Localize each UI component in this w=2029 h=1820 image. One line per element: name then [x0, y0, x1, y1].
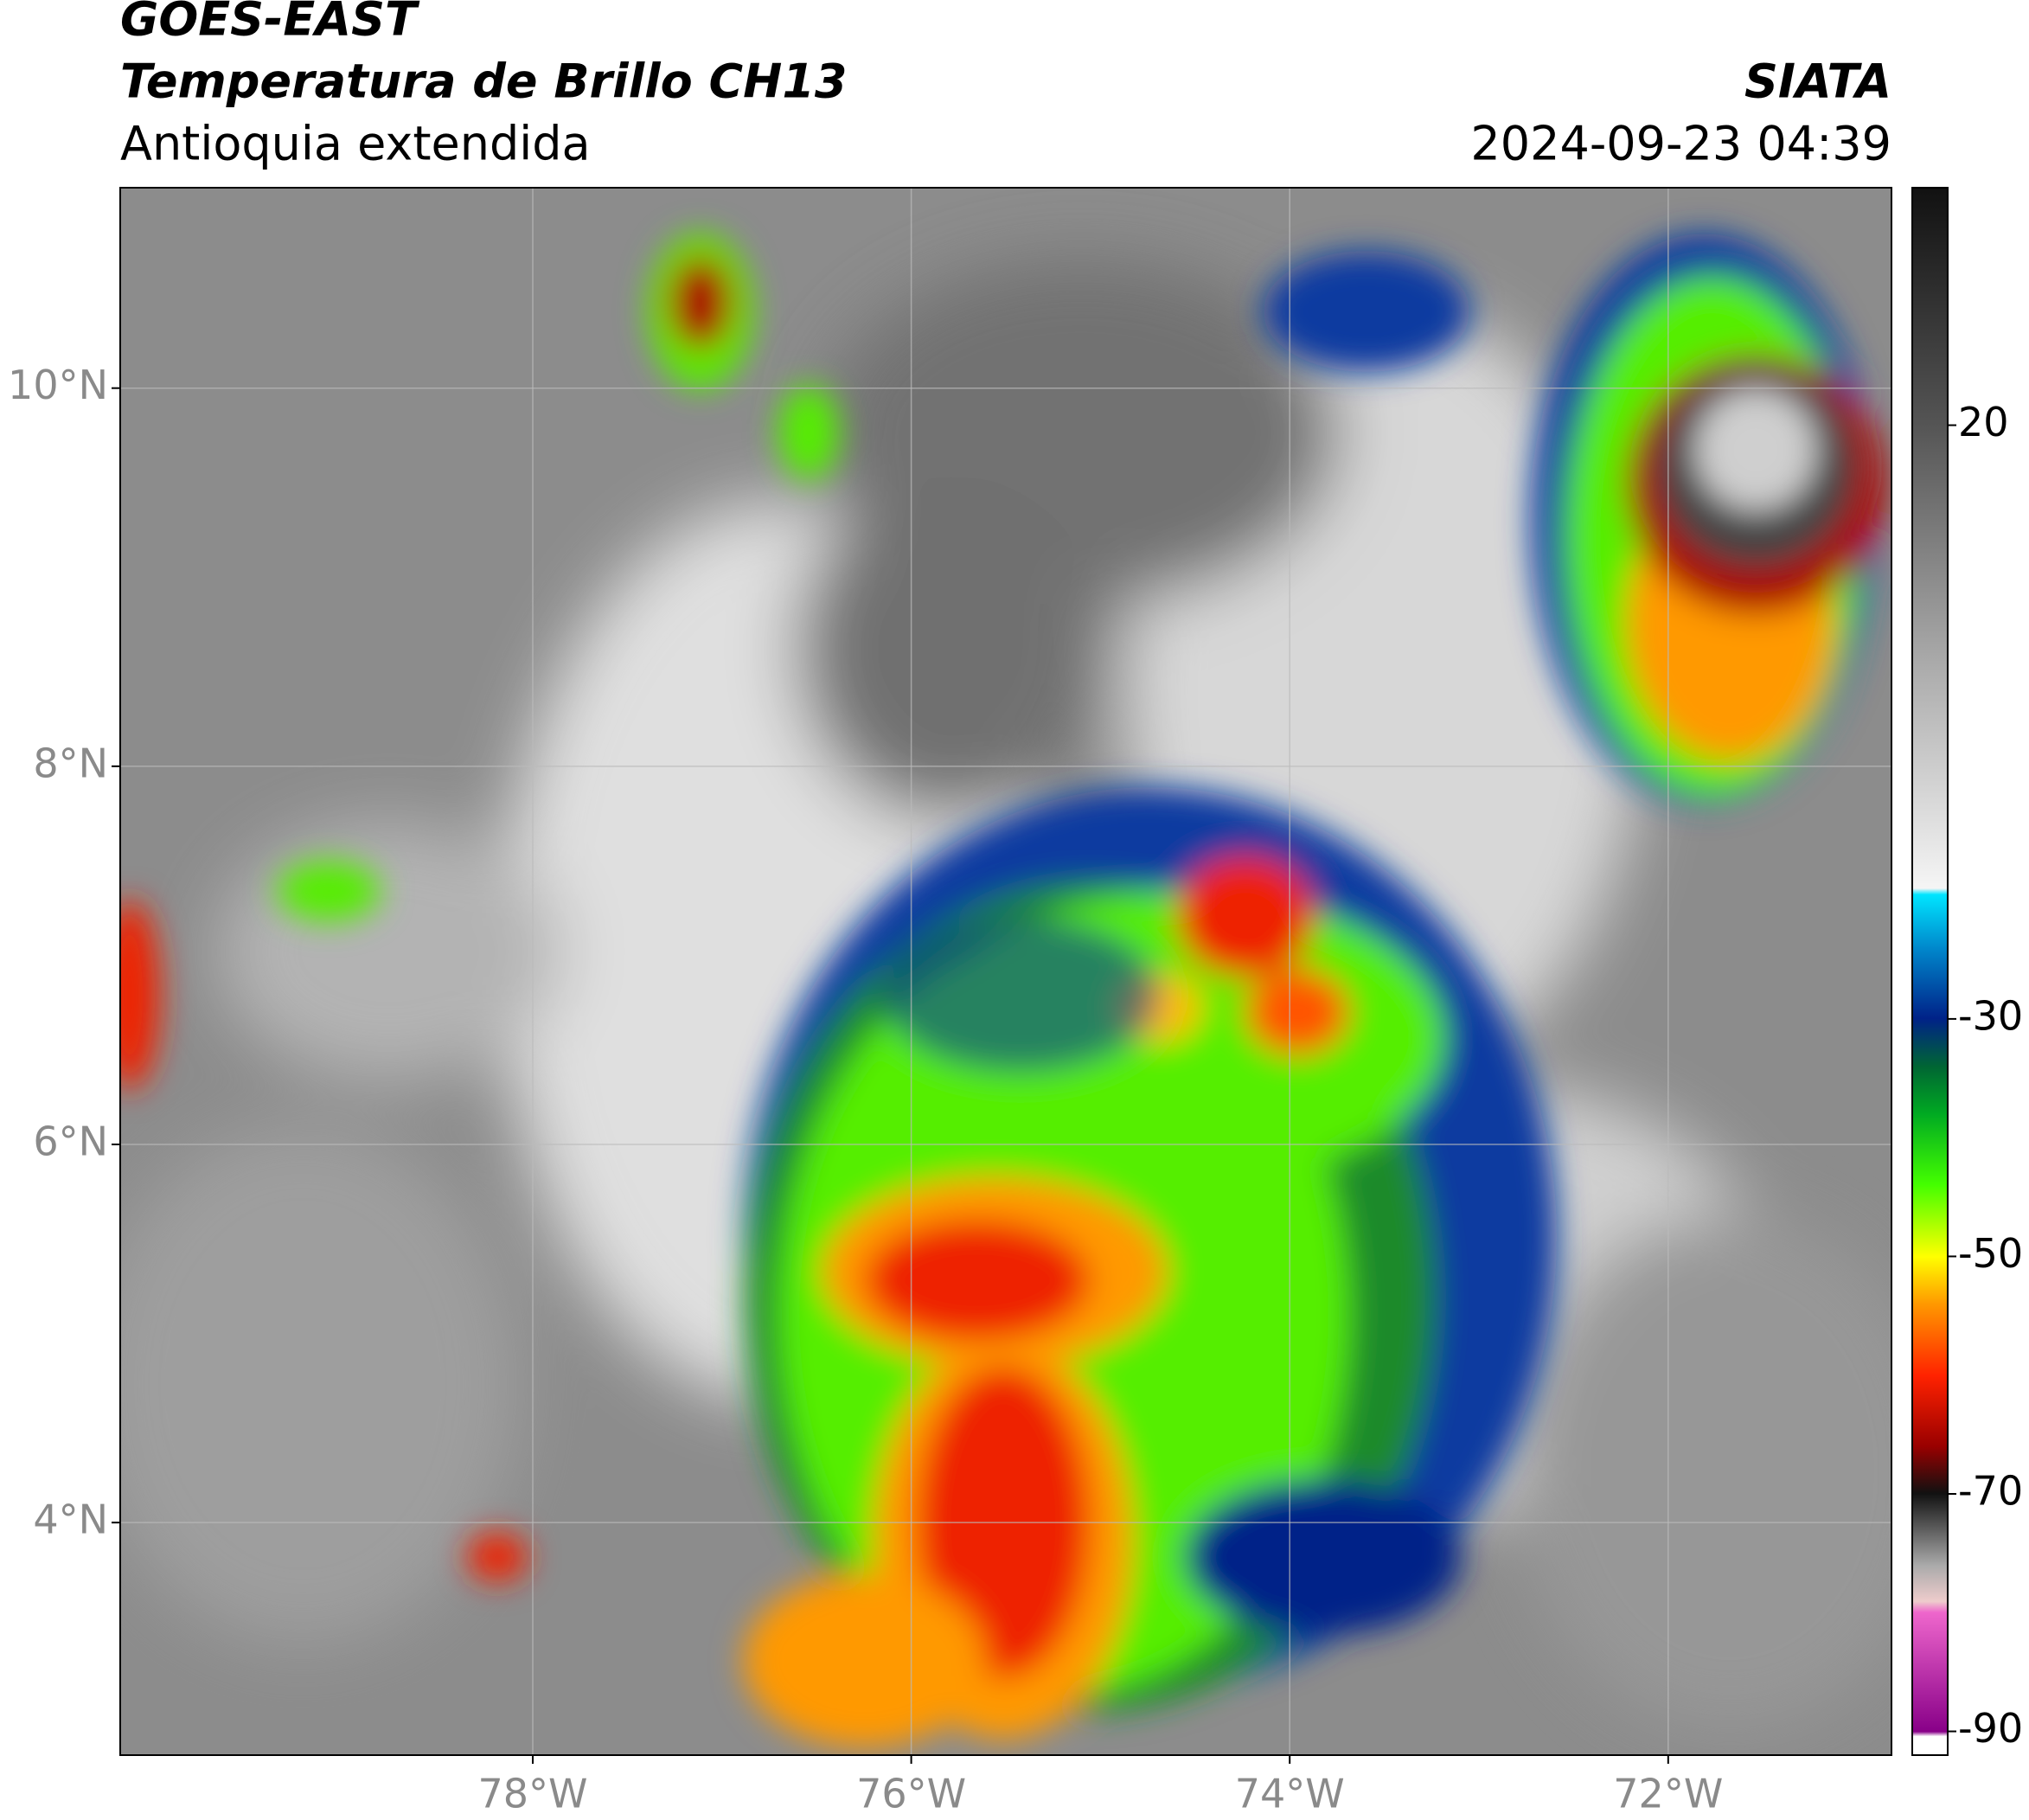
x-tick-label: 76°W — [856, 1771, 966, 1817]
y-tick-label: 6°N — [33, 1118, 108, 1164]
y-tick-label: 10°N — [8, 362, 108, 408]
source: SIATA — [1744, 54, 1891, 109]
graticule — [120, 188, 1891, 1755]
y-tick-label: 8°N — [33, 740, 108, 786]
map-frame — [119, 187, 1892, 1756]
colorbar-tick-label: -90 — [1958, 1705, 2023, 1752]
x-tick-label: 78°W — [477, 1771, 587, 1817]
colorbar-tick-label: -50 — [1958, 1230, 2023, 1277]
subtitle: Temperatura de Brillo CH13 — [120, 54, 848, 109]
region: Antioquia extendida — [120, 117, 591, 171]
colorbar — [1911, 187, 1949, 1756]
y-tick-label: 4°N — [33, 1496, 108, 1543]
satellite-image — [120, 188, 1891, 1755]
x-tick-label: 72°W — [1613, 1771, 1723, 1817]
colorbar-tick-label: -70 — [1958, 1468, 2023, 1515]
datetime: 2024-09-23 04:39 — [1470, 117, 1891, 171]
title: GOES-EAST — [120, 0, 420, 47]
colorbar-tick-label: 20 — [1958, 399, 2009, 445]
x-tick-label: 74°W — [1235, 1771, 1345, 1817]
colorbar-tick-label: -30 — [1958, 992, 2023, 1039]
